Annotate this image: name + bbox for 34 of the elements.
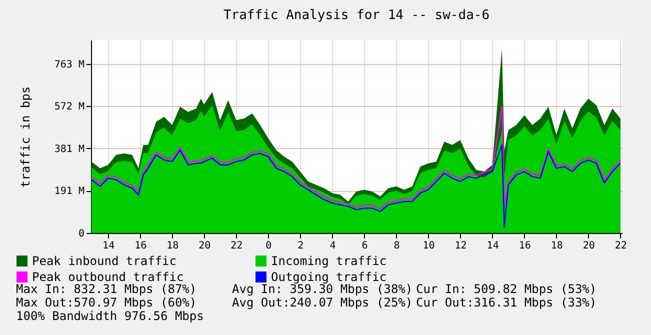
y-tick-label: 763 M (54, 59, 84, 70)
text: Max In: 832.31 Mbps (87%) (16, 282, 197, 296)
y-tick-label: 381 M (54, 144, 84, 155)
x-tick-label: 18 (550, 240, 563, 252)
text: 100% Bandwidth 976.56 Mbps (16, 309, 204, 323)
legend-label: Outgoing traffic (271, 270, 387, 284)
text: Max Out:570.97 Mbps (60%) (16, 296, 197, 310)
text: Avg Out:240.07 Mbps (25%) (232, 296, 413, 310)
y-tick-label: 0 (78, 228, 84, 240)
legend-label: Peak inbound traffic (32, 254, 176, 268)
y-axis-title: traffic in bps (18, 86, 32, 188)
x-tick-label: 12 (454, 240, 467, 252)
y-tick-label: 572 M (54, 102, 84, 113)
x-tick-label: 20 (582, 240, 595, 252)
x-tick-label: 16 (134, 240, 147, 252)
x-tick-label: 22 (230, 240, 243, 252)
x-tick-label: 6 (362, 240, 368, 252)
x-tick-label: 2 (298, 240, 304, 252)
x-tick-label: 22 (614, 240, 627, 252)
y-tick-label: 191 M (54, 186, 84, 198)
x-tick-label: 18 (166, 240, 179, 252)
legend-label: Incoming traffic (271, 254, 387, 268)
text: Cur In: 509.82 Mbps (53%) (416, 282, 597, 296)
x-tick-label: 10 (422, 240, 435, 252)
x-tick-label: 8 (394, 240, 400, 252)
x-tick-label: 14 (102, 240, 115, 252)
chart-title: Traffic Analysis for 14 -- sw-da-6 (223, 8, 490, 23)
text: Cur Out:316.31 Mbps (33%) (416, 296, 597, 310)
x-tick-label: 16 (518, 240, 531, 252)
x-tick-label: 4 (330, 240, 336, 252)
x-tick-label: 0 (266, 240, 272, 252)
x-tick-label: 20 (198, 240, 211, 252)
legend-label: Peak outbound traffic (32, 270, 184, 284)
x-tick-label: 14 (486, 240, 499, 252)
